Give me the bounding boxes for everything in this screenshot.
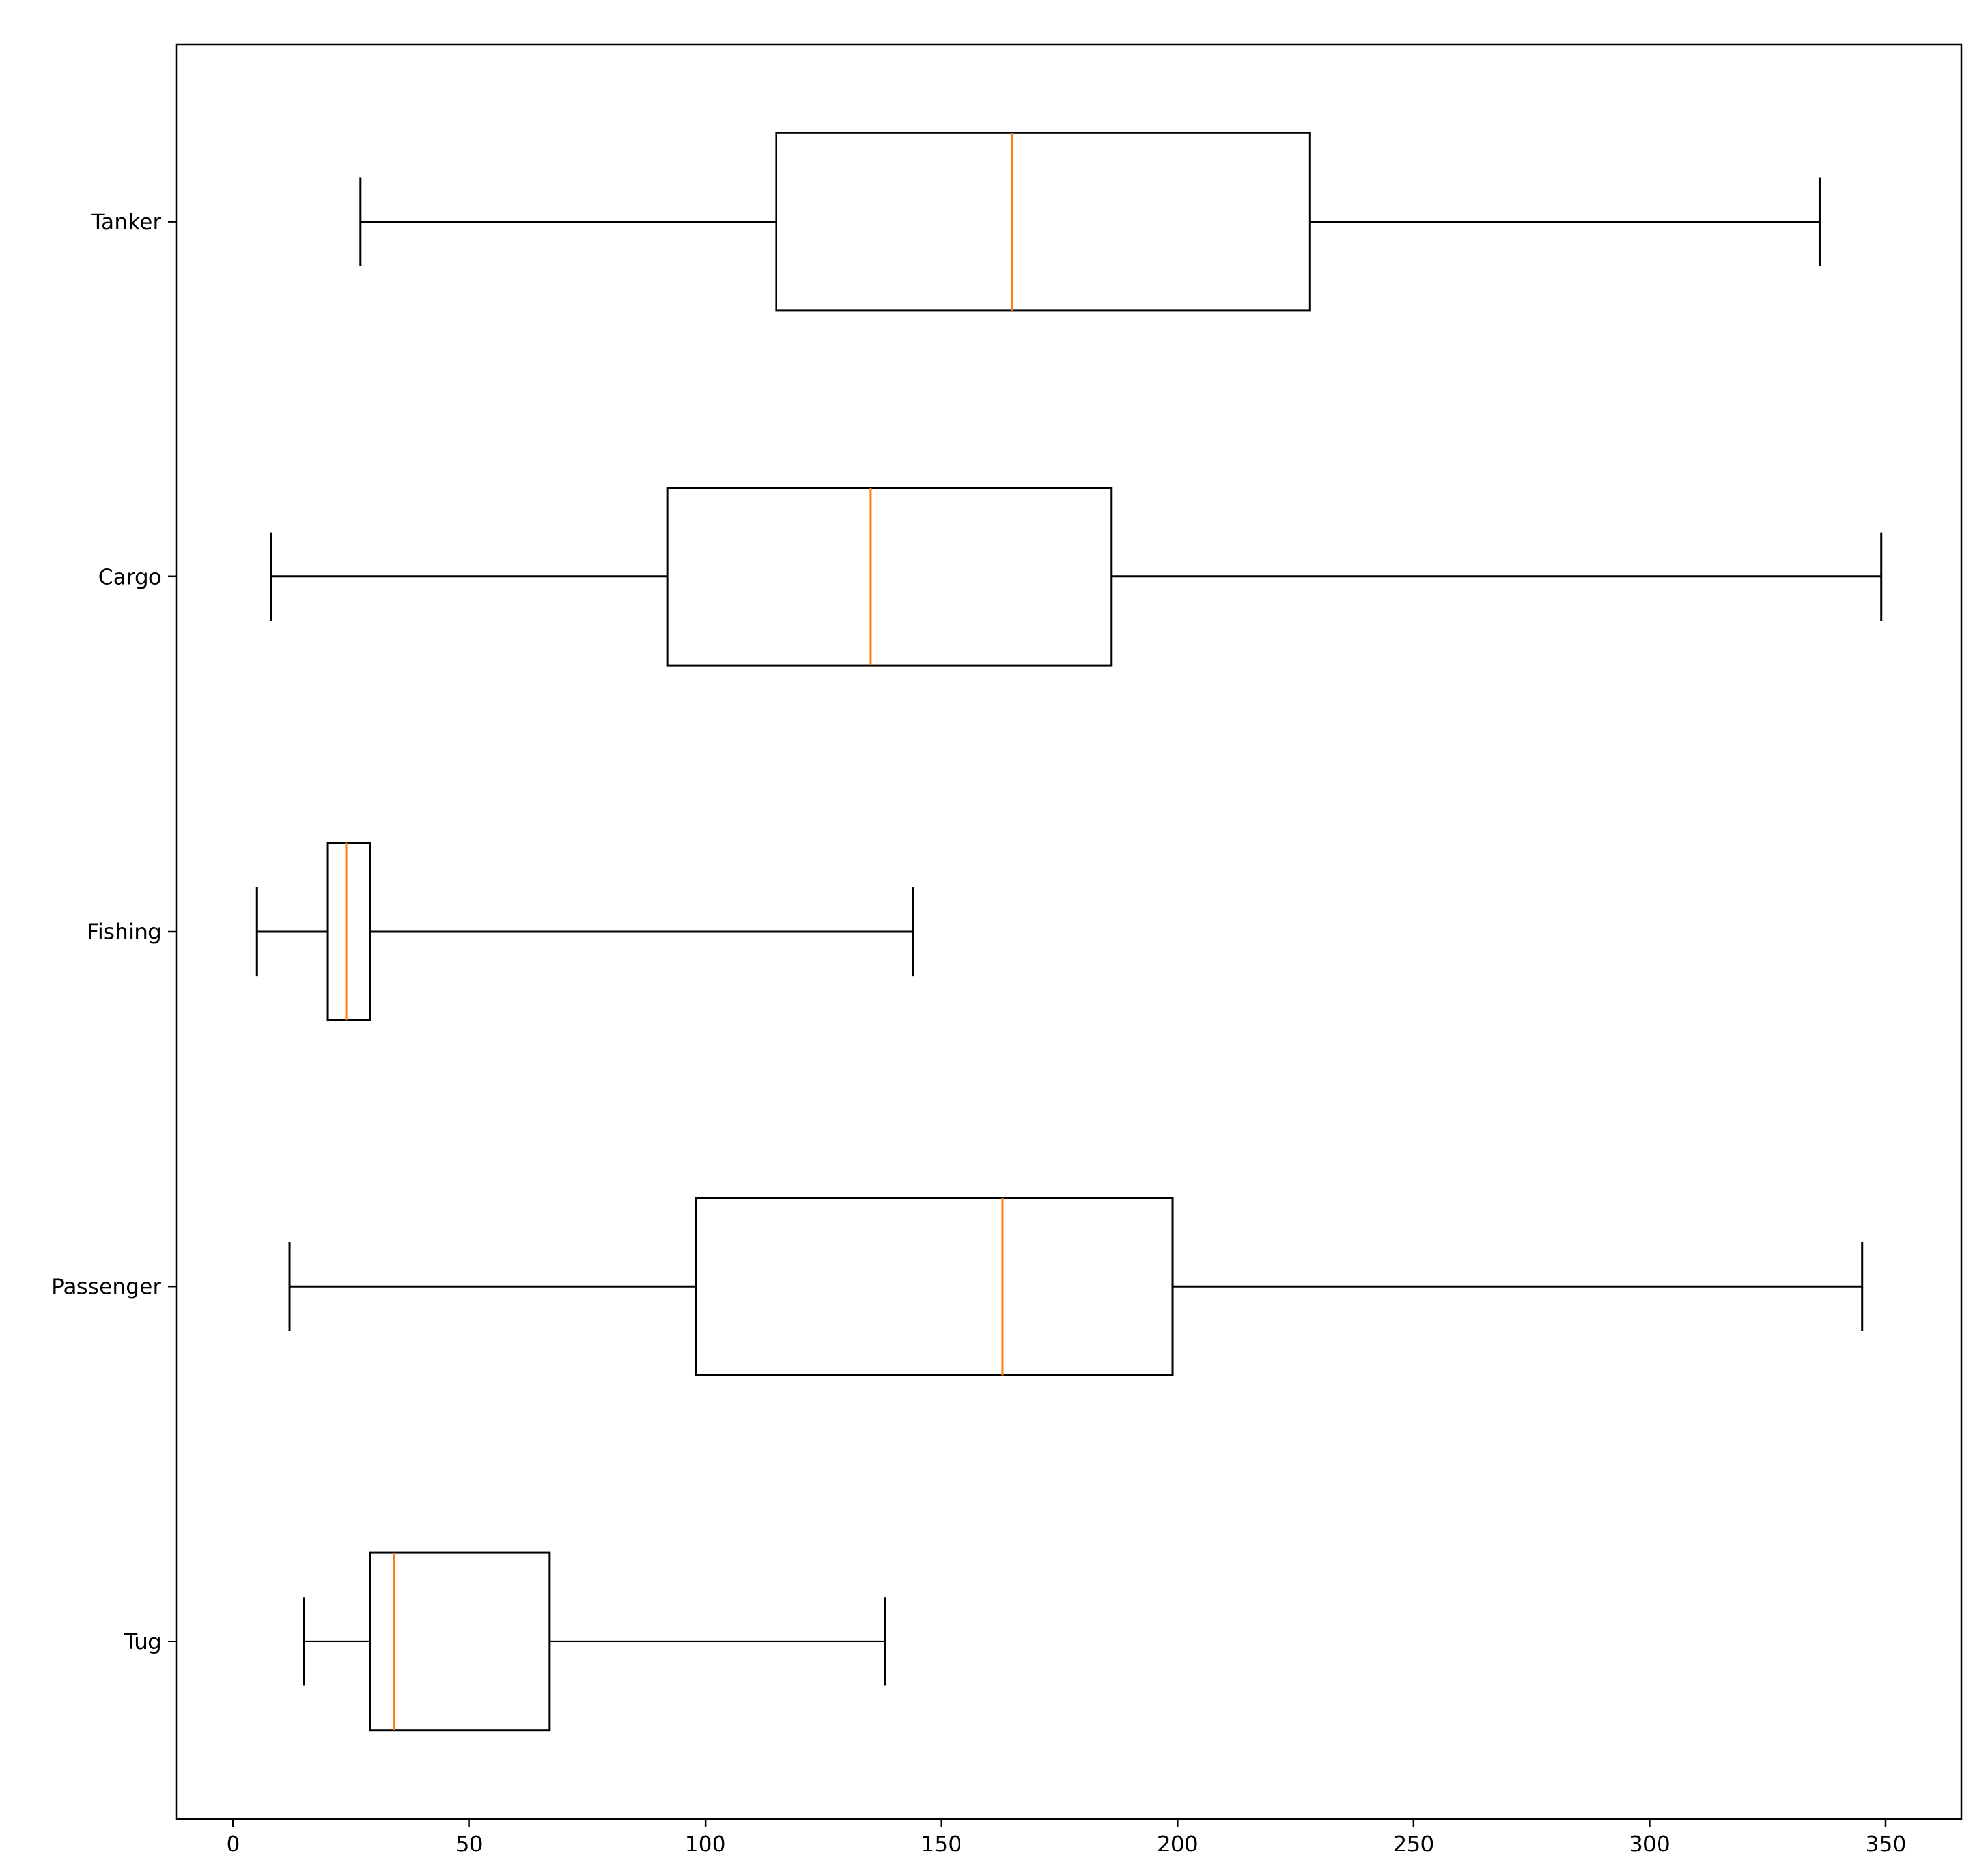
box-group-tanker xyxy=(359,132,1821,312)
plot-frame xyxy=(175,43,1963,1820)
box-cargo xyxy=(666,487,1113,667)
y-tick-label-cargo: Cargo xyxy=(98,564,161,589)
box-group-cargo xyxy=(270,487,1883,667)
x-tick-label-150: 150 xyxy=(921,1831,962,1857)
box-group-passenger xyxy=(288,1197,1864,1377)
y-tick-label-tug: Tug xyxy=(124,1629,161,1654)
x-tick-label-300: 300 xyxy=(1629,1831,1670,1857)
box-group-fishing xyxy=(255,842,914,1021)
x-tick-label-250: 250 xyxy=(1393,1831,1434,1857)
x-tick-label-350: 350 xyxy=(1865,1831,1906,1857)
boxes-layer xyxy=(255,132,1883,1732)
y-tick-label-tanker: Tanker xyxy=(91,209,161,234)
box-tug xyxy=(369,1551,551,1732)
box-group-tug xyxy=(303,1551,886,1732)
y-axis: Tanker Cargo Fishing Passenger Tug xyxy=(51,209,176,1654)
box-passenger xyxy=(695,1197,1174,1377)
x-tick-label-200: 200 xyxy=(1157,1831,1198,1857)
x-tick-label-100: 100 xyxy=(685,1831,726,1857)
box-fishing xyxy=(326,842,371,1021)
y-tick-label-passenger: Passenger xyxy=(51,1274,161,1299)
x-tick-label-0: 0 xyxy=(227,1831,240,1857)
x-tick-label-50: 50 xyxy=(456,1831,483,1857)
x-axis: 0 50 100 150 200 250 300 350 xyxy=(227,1819,1906,1857)
box-tanker xyxy=(775,132,1311,312)
y-tick-label-fishing: Fishing xyxy=(87,919,161,945)
